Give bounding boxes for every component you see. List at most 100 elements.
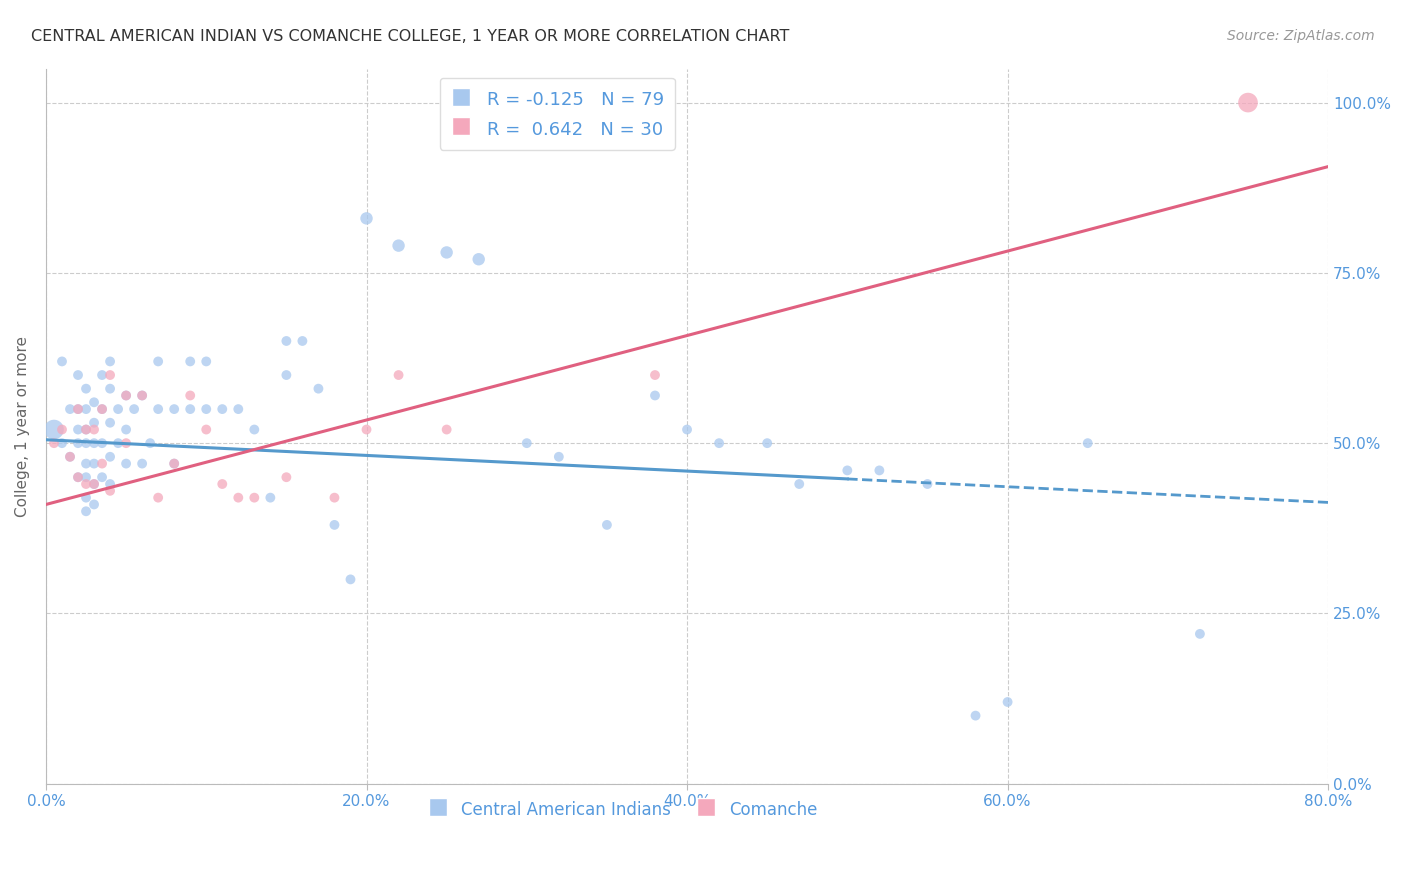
Point	[75, 436, 97, 450]
Point	[276, 334, 298, 348]
Point	[83, 436, 105, 450]
Point	[91, 368, 114, 382]
Point	[356, 423, 378, 437]
Point	[139, 436, 162, 450]
Point	[307, 382, 329, 396]
Point	[98, 477, 121, 491]
Point	[676, 423, 699, 437]
Point	[1188, 627, 1211, 641]
Point	[356, 211, 378, 226]
Point	[163, 457, 186, 471]
Point	[131, 388, 153, 402]
Point	[115, 388, 138, 402]
Point	[146, 491, 169, 505]
Point	[75, 382, 97, 396]
Point	[436, 245, 458, 260]
Point	[179, 388, 201, 402]
Point	[1077, 436, 1099, 450]
Point	[547, 450, 569, 464]
Point	[42, 423, 65, 437]
Point	[98, 354, 121, 368]
Point	[75, 504, 97, 518]
Point	[83, 416, 105, 430]
Point	[868, 463, 890, 477]
Point	[83, 477, 105, 491]
Point	[51, 354, 73, 368]
Point	[243, 423, 266, 437]
Point	[66, 470, 89, 484]
Point	[997, 695, 1019, 709]
Point	[75, 402, 97, 417]
Point	[259, 491, 281, 505]
Point	[91, 457, 114, 471]
Point	[917, 477, 939, 491]
Point	[98, 416, 121, 430]
Point	[115, 423, 138, 437]
Point	[66, 470, 89, 484]
Point	[131, 457, 153, 471]
Point	[122, 402, 145, 417]
Point	[42, 436, 65, 450]
Point	[98, 382, 121, 396]
Point	[66, 436, 89, 450]
Point	[146, 402, 169, 417]
Point	[83, 395, 105, 409]
Point	[146, 354, 169, 368]
Point	[211, 402, 233, 417]
Point	[83, 457, 105, 471]
Point	[179, 354, 201, 368]
Point	[644, 388, 666, 402]
Point	[66, 423, 89, 437]
Point	[51, 436, 73, 450]
Point	[115, 457, 138, 471]
Point	[91, 402, 114, 417]
Point	[291, 334, 314, 348]
Point	[83, 423, 105, 437]
Point	[226, 402, 249, 417]
Text: CENTRAL AMERICAN INDIAN VS COMANCHE COLLEGE, 1 YEAR OR MORE CORRELATION CHART: CENTRAL AMERICAN INDIAN VS COMANCHE COLL…	[31, 29, 789, 44]
Point	[276, 368, 298, 382]
Point	[98, 450, 121, 464]
Point	[756, 436, 779, 450]
Point	[75, 491, 97, 505]
Point	[115, 436, 138, 450]
Point	[66, 402, 89, 417]
Point	[276, 470, 298, 484]
Point	[131, 388, 153, 402]
Point	[195, 402, 218, 417]
Point	[91, 470, 114, 484]
Point	[59, 450, 82, 464]
Point	[83, 477, 105, 491]
Point	[644, 368, 666, 382]
Point	[323, 517, 346, 532]
Point	[211, 477, 233, 491]
Point	[75, 423, 97, 437]
Point	[59, 402, 82, 417]
Point	[75, 423, 97, 437]
Point	[91, 436, 114, 450]
Point	[107, 436, 129, 450]
Point	[195, 354, 218, 368]
Point	[596, 517, 619, 532]
Point	[115, 388, 138, 402]
Point	[387, 368, 409, 382]
Point	[163, 457, 186, 471]
Point	[51, 423, 73, 437]
Point	[787, 477, 810, 491]
Point	[323, 491, 346, 505]
Point	[75, 470, 97, 484]
Point	[226, 491, 249, 505]
Point	[436, 423, 458, 437]
Point	[837, 463, 859, 477]
Point	[75, 477, 97, 491]
Legend: Central American Indians, Comanche: Central American Indians, Comanche	[422, 793, 824, 825]
Point	[339, 573, 361, 587]
Point	[965, 708, 987, 723]
Point	[163, 402, 186, 417]
Point	[98, 483, 121, 498]
Point	[387, 238, 409, 252]
Y-axis label: College, 1 year or more: College, 1 year or more	[15, 335, 30, 516]
Point	[179, 402, 201, 417]
Point	[1237, 95, 1260, 110]
Text: Source: ZipAtlas.com: Source: ZipAtlas.com	[1227, 29, 1375, 43]
